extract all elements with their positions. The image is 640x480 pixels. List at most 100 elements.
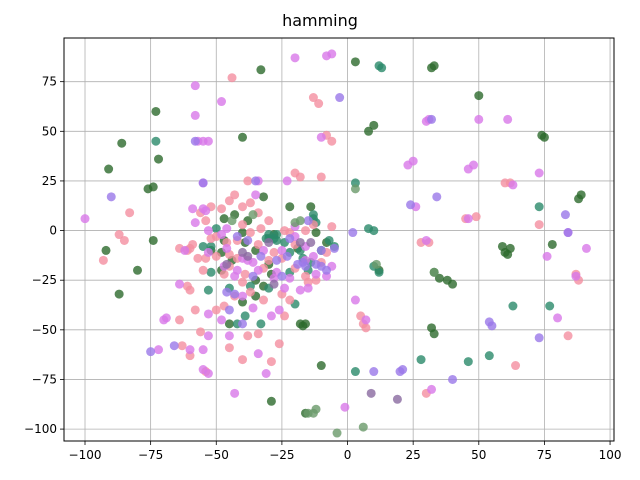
scatter-point-pink — [285, 295, 295, 305]
scatter-point-purple — [348, 228, 358, 238]
scatter-point-violet — [266, 311, 276, 321]
scatter-point-teal — [324, 235, 334, 245]
y-tick-label: −50 — [32, 323, 57, 337]
scatter-point-pink — [511, 361, 521, 371]
scatter-point-pink — [245, 287, 255, 297]
scatter-point-pink — [295, 172, 305, 182]
scatter-point-dark-green — [448, 279, 458, 289]
scatter-point-pink — [245, 198, 255, 208]
x-tick-label: 25 — [406, 448, 421, 462]
scatter-point-dark-green — [539, 132, 549, 142]
scatter-point-purple — [432, 192, 442, 202]
scatter-point-dusty-purple — [222, 259, 232, 269]
scatter-point-violet — [201, 206, 211, 216]
scatter-point-violet — [203, 247, 213, 257]
scatter-point-violet — [251, 190, 261, 200]
scatter-point-violet — [217, 315, 227, 325]
scatter-point-pink — [98, 255, 108, 265]
scatter-point-dark-green — [429, 61, 439, 71]
scatter-point-violet — [185, 345, 195, 355]
scatter-point-dark-green — [154, 154, 164, 164]
scatter-point-pink — [327, 136, 337, 146]
scatter-point-pink — [125, 208, 135, 218]
scatter-point-violet — [203, 226, 213, 236]
y-tick-label: −100 — [24, 422, 57, 436]
scatter-point-pink — [238, 202, 248, 212]
scatter-point-dusty-purple — [392, 394, 402, 404]
scatter-point-purple — [398, 365, 408, 375]
scatter-point-pink — [471, 212, 481, 222]
scatter-point-violet — [190, 81, 200, 91]
scatter-point-violet — [238, 291, 248, 301]
scatter-point-purple — [106, 192, 116, 202]
scatter-point-violet — [285, 273, 295, 283]
scatter-point-pink — [308, 93, 318, 103]
scatter-point-pink — [327, 222, 337, 232]
scatter-point-violet — [224, 331, 234, 341]
scatter-point-teal — [308, 210, 318, 220]
scatter-point-dark-green — [101, 245, 111, 255]
scatter-point-pink — [274, 339, 284, 349]
scatter-point-violet — [503, 114, 513, 124]
scatter-point-teal — [374, 267, 384, 277]
scatter-point-pink — [211, 305, 221, 315]
scatter-point-purple — [238, 319, 248, 329]
scatter-point-teal — [369, 226, 379, 236]
scatter-point-violet — [295, 285, 305, 295]
scatter-point-pink — [256, 224, 266, 234]
scatter-point-teal — [198, 241, 208, 251]
scatter-point-purple — [329, 243, 339, 253]
scatter-point-violet — [340, 402, 350, 412]
scatter-point-purple — [248, 271, 258, 281]
scatter-point-dark-green — [133, 265, 143, 275]
scatter-point-violet — [198, 345, 208, 355]
scatter-point-purple — [322, 265, 332, 275]
scatter-point-purple — [563, 228, 573, 238]
scatter-point-violet — [361, 315, 371, 325]
scatter-point-teal — [350, 367, 360, 377]
x-tick-label: −50 — [204, 448, 229, 462]
scatter-point-dark-green — [256, 65, 266, 75]
scatter-point-dark-green — [259, 192, 269, 202]
scatter-point-teal — [545, 301, 555, 311]
scatter-point-violet — [222, 243, 232, 253]
scatter-point-pink — [314, 99, 324, 109]
scatter-point-dark-green — [148, 182, 158, 192]
scatter-point-purple — [146, 347, 156, 357]
scatter-point-purple — [448, 374, 458, 384]
scatter-point-purple — [169, 341, 179, 351]
scatter-point-dark-green — [151, 106, 161, 116]
scatter-point-purple — [335, 93, 345, 103]
scatter-point-pink — [264, 255, 274, 265]
scatter-point-dark-green — [434, 273, 444, 283]
scatter-point-teal — [416, 355, 426, 365]
scatter-point-purple — [534, 333, 544, 343]
scatter-point-pink — [190, 305, 200, 315]
chart-title: hamming — [282, 11, 358, 30]
scatter-point-purple — [277, 271, 287, 281]
scatter-point-violet — [277, 245, 287, 255]
scatter-point-purple — [369, 367, 379, 377]
scatter-point-gray-green — [350, 184, 360, 194]
scatter-point-purple — [222, 287, 232, 297]
scatter-point-purple — [316, 245, 326, 255]
scatter-point-violet — [303, 283, 313, 293]
scatter-point-teal — [151, 136, 161, 146]
scatter-point-pink — [196, 327, 206, 337]
scatter-point-teal — [206, 267, 216, 277]
scatter-point-pink — [240, 269, 250, 279]
scatter-point-pink — [119, 235, 129, 245]
scatter-point-violet — [311, 269, 321, 279]
scatter-point-gray-green — [227, 216, 237, 226]
y-tick-label: −25 — [32, 273, 57, 287]
scatter-point-pink — [245, 228, 255, 238]
scatter-point-dark-green — [219, 214, 229, 224]
scatter-point-pink — [224, 196, 234, 206]
scatter-point-teal — [240, 311, 250, 321]
scatter-point-violet — [154, 345, 164, 355]
scatter-point-violet — [421, 235, 431, 245]
scatter-point-dark-green — [238, 132, 248, 142]
scatter-point-violet — [280, 283, 290, 293]
scatter-point-violet — [198, 365, 208, 375]
scatter-point-gray-green — [429, 267, 439, 277]
